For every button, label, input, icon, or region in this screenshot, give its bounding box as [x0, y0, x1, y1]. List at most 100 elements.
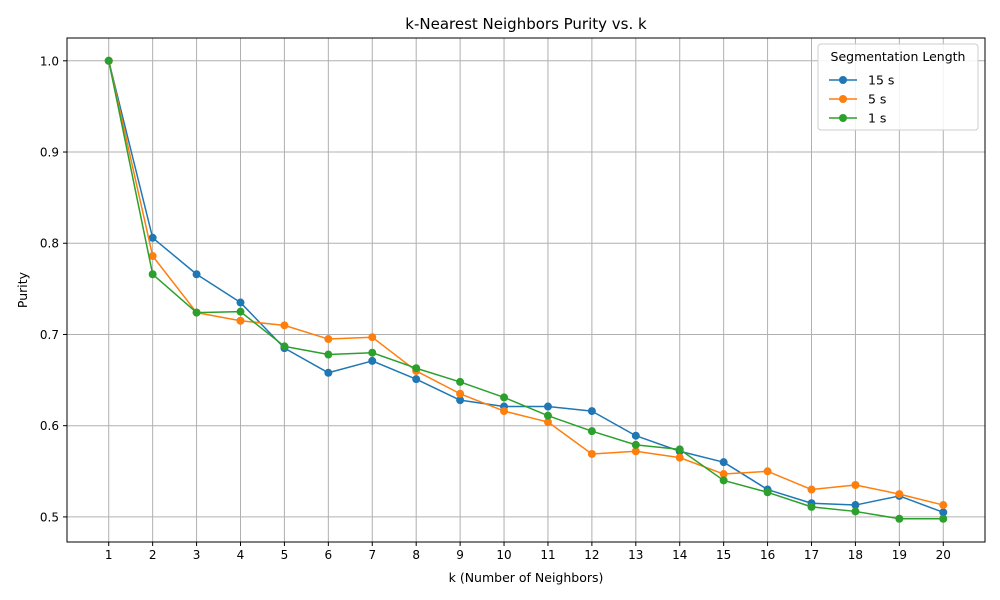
data-point — [324, 350, 333, 359]
y-tick-label: 1.0 — [40, 54, 59, 68]
data-point — [412, 375, 421, 384]
data-point — [851, 507, 860, 516]
x-tick-label: 15 — [716, 548, 731, 562]
data-point — [280, 321, 289, 330]
y-tick-label: 0.6 — [40, 419, 59, 433]
series-1 — [104, 56, 948, 510]
data-point — [719, 470, 728, 479]
data-point — [236, 307, 245, 316]
x-tick-label: 16 — [760, 548, 775, 562]
legend-marker — [839, 95, 847, 103]
data-point — [412, 364, 421, 373]
x-tick-label: 14 — [672, 548, 687, 562]
x-tick-label: 10 — [496, 548, 511, 562]
x-tick-label: 3 — [193, 548, 201, 562]
legend-entry: 15 s — [829, 73, 894, 88]
data-point — [807, 485, 816, 494]
data-point — [500, 407, 509, 416]
data-point — [368, 333, 377, 342]
x-tick-label: 2 — [149, 548, 157, 562]
data-point — [324, 368, 333, 377]
y-tick-label: 0.7 — [40, 328, 59, 342]
x-tick-label: 4 — [237, 548, 245, 562]
plot-frame — [66, 37, 986, 543]
legend-label: 1 s — [868, 111, 886, 126]
legend-entry: 1 s — [829, 111, 886, 126]
x-axis-label: k (Number of Neighbors) — [449, 570, 604, 585]
x-tick-label: 19 — [892, 548, 907, 562]
legend: Segmentation Length 15 s 5 s 1 s — [817, 43, 979, 131]
x-tick-label: 5 — [281, 548, 289, 562]
data-point — [456, 396, 465, 405]
y-tick-label: 0.8 — [40, 237, 59, 251]
x-tick-label: 9 — [456, 548, 464, 562]
data-point — [851, 501, 860, 510]
legend-label: 5 s — [868, 92, 886, 107]
data-point — [631, 431, 640, 440]
series-2 — [104, 56, 948, 523]
y-axis-label: Purity — [15, 271, 30, 308]
data-point — [543, 402, 552, 411]
data-point — [763, 488, 772, 497]
x-tick-label: 20 — [936, 548, 951, 562]
data-point — [587, 427, 596, 436]
x-tick-label: 13 — [628, 548, 643, 562]
data-point — [851, 480, 860, 489]
x-tick-label: 18 — [848, 548, 863, 562]
data-point — [280, 342, 289, 351]
legend-entry: 5 s — [829, 92, 886, 107]
data-point — [587, 407, 596, 416]
data-point — [104, 56, 113, 65]
legend-label: 15 s — [868, 73, 894, 88]
data-point — [807, 502, 816, 511]
data-point — [895, 490, 904, 499]
data-point — [192, 308, 201, 317]
data-point — [675, 453, 684, 462]
data-point — [236, 298, 245, 307]
data-point — [148, 270, 157, 279]
data-point — [456, 377, 465, 386]
x-tick-label: 1 — [105, 548, 113, 562]
data-point — [895, 514, 904, 523]
x-tick-label: 11 — [540, 548, 555, 562]
data-point — [719, 458, 728, 467]
y-tick-label: 0.9 — [40, 146, 59, 160]
data-point — [939, 501, 948, 510]
series-line — [107, 60, 944, 520]
data-point — [500, 393, 509, 402]
legend-marker — [839, 76, 847, 84]
data-point — [719, 476, 728, 485]
series-line — [107, 60, 944, 506]
y-axis: 0.5 0.6 0.7 0.8 0.9 1.0 — [40, 54, 67, 524]
x-tick-label: 8 — [412, 548, 420, 562]
chart-title: k-Nearest Neighbors Purity vs. k — [405, 15, 647, 33]
x-tick-label: 17 — [804, 548, 819, 562]
data-point — [543, 418, 552, 427]
data-point — [368, 356, 377, 365]
data-point — [631, 440, 640, 449]
data-point — [192, 270, 201, 279]
legend-title: Segmentation Length — [831, 49, 966, 64]
series-lines — [104, 56, 948, 523]
data-point — [324, 335, 333, 344]
data-point — [939, 514, 948, 523]
x-tick-label: 12 — [584, 548, 599, 562]
x-tick-label: 7 — [368, 548, 376, 562]
data-point — [631, 447, 640, 456]
legend-marker — [839, 114, 847, 122]
data-point — [543, 411, 552, 420]
x-axis: 1 2 3 4 5 6 7 8 9 10 11 12 13 14 15 16 17 18 19 20 — [105, 542, 951, 562]
data-point — [148, 252, 157, 261]
legend-entries: 15 s 5 s 1 s — [829, 73, 894, 126]
data-point — [763, 467, 772, 476]
legend-box — [817, 43, 979, 131]
y-tick-label: 0.5 — [40, 510, 59, 524]
data-point — [939, 508, 948, 517]
data-point — [456, 389, 465, 398]
data-point — [675, 445, 684, 454]
x-tick-label: 6 — [325, 548, 333, 562]
data-point — [148, 233, 157, 242]
data-point — [236, 316, 245, 325]
data-point — [587, 449, 596, 458]
